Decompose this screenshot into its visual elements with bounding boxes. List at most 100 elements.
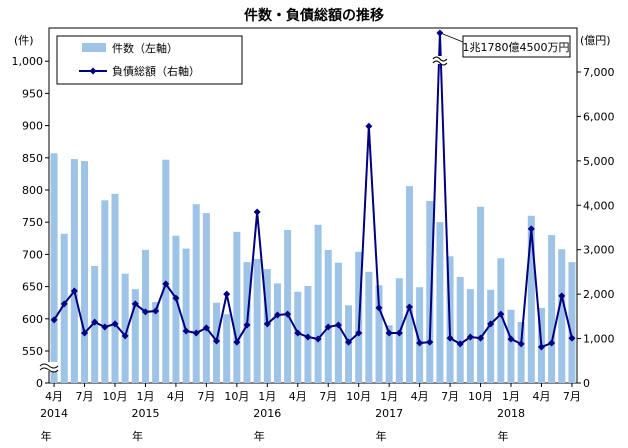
x-tick-label: 4月: [167, 390, 185, 403]
bar: [477, 206, 485, 383]
legend-label-bar: 件数（左軸）: [112, 41, 178, 55]
line-marker: [466, 333, 474, 341]
bar: [131, 289, 139, 383]
left-tick-label: 550: [22, 345, 43, 358]
line-marker: [345, 338, 353, 346]
bar: [558, 249, 566, 383]
right-tick-label: 4,000: [583, 199, 615, 212]
x-tick-label: 10月: [103, 390, 128, 403]
x-tick-label: 4月: [532, 390, 550, 403]
line-marker: [477, 334, 485, 342]
bar: [172, 235, 180, 383]
left-tick-label: 0: [36, 377, 43, 390]
bar: [233, 231, 241, 383]
legend-swatch-bar: [82, 43, 106, 52]
left-tick-label: 800: [22, 184, 43, 197]
bar: [324, 249, 332, 383]
bar: [253, 258, 261, 383]
line-marker: [416, 339, 424, 347]
bar: [497, 258, 505, 383]
line-series: [53, 32, 573, 349]
line-marker: [141, 308, 149, 316]
line-marker: [172, 294, 180, 302]
line-marker: [223, 290, 231, 298]
chart-title: 件数・負債総額の推移: [244, 7, 384, 24]
bar: [223, 314, 231, 383]
x-year-label: 2018: [497, 407, 525, 420]
x-tick-label: 1月: [258, 390, 276, 403]
line-marker: [314, 335, 322, 343]
x-year-label: 2014: [40, 407, 68, 420]
bar: [436, 222, 444, 383]
bar: [527, 215, 535, 383]
line-marker: [537, 343, 545, 351]
line-marker: [558, 292, 566, 300]
bar: [507, 309, 515, 383]
bar: [202, 213, 210, 383]
bar: [548, 235, 556, 383]
line-marker: [294, 329, 302, 337]
bar: [81, 161, 89, 383]
axis-break-icon: [39, 363, 59, 373]
left-tick-label: 750: [22, 216, 43, 229]
right-tick-label: 5,000: [583, 155, 615, 168]
x-tick-label: 10月: [346, 390, 371, 403]
x-tick-label: 10月: [224, 390, 249, 403]
annotation-box: [462, 35, 571, 58]
x-tick-label: 4月: [289, 390, 307, 403]
line-marker: [152, 307, 160, 315]
line-marker: [202, 324, 210, 332]
line-marker: [507, 335, 515, 343]
line-marker: [334, 321, 342, 329]
line-break-mask: [432, 56, 447, 64]
line-marker: [162, 280, 170, 288]
x-tick-label: 1月: [380, 390, 398, 403]
x-year-suffix: 年: [498, 429, 509, 443]
line-marker: [263, 320, 271, 328]
x-tick-label: 4月: [45, 390, 63, 403]
bar: [121, 273, 129, 383]
line-marker: [192, 329, 200, 337]
line-marker: [91, 318, 99, 326]
bar: [182, 248, 190, 383]
x-tick-label: 1月: [136, 390, 154, 403]
x-tick-label: 10月: [468, 390, 493, 403]
line-marker: [365, 122, 373, 130]
left-tick-label: 600: [22, 313, 43, 326]
legend-marker: [89, 67, 97, 75]
bar: [50, 153, 58, 383]
x-year-label: 2017: [375, 407, 403, 420]
bar: [60, 233, 68, 383]
line-marker: [253, 208, 261, 216]
line-marker: [131, 300, 139, 308]
bar: [487, 289, 495, 383]
line-marker: [355, 329, 363, 337]
line-marker: [101, 323, 109, 331]
bar: [101, 200, 109, 383]
right-tick-label: 6,000: [583, 110, 615, 123]
line-marker: [121, 332, 129, 340]
line-marker: [111, 320, 119, 328]
x-tick-label: 7月: [197, 390, 215, 403]
line-marker: [456, 340, 464, 348]
bar: [192, 204, 200, 383]
bar: [426, 200, 434, 383]
bar: [294, 291, 302, 383]
line-marker: [568, 334, 576, 342]
annotation-leader: [442, 33, 464, 43]
line-marker: [324, 323, 332, 331]
left-tick-label: 700: [22, 248, 43, 261]
x-year-label: 2016: [253, 407, 281, 420]
x-tick-label: 7月: [563, 390, 581, 403]
legend-label-line: 負債総額（右軸）: [112, 64, 200, 78]
right-tick-label: 0: [583, 377, 590, 390]
x-tick-label: 4月: [411, 390, 429, 403]
left-tick-label: 1,000: [12, 55, 44, 68]
bar: [152, 302, 160, 383]
line-marker: [497, 310, 505, 318]
bar: [385, 325, 393, 383]
right-tick-label: 3,000: [583, 244, 615, 257]
bar: [517, 322, 525, 383]
